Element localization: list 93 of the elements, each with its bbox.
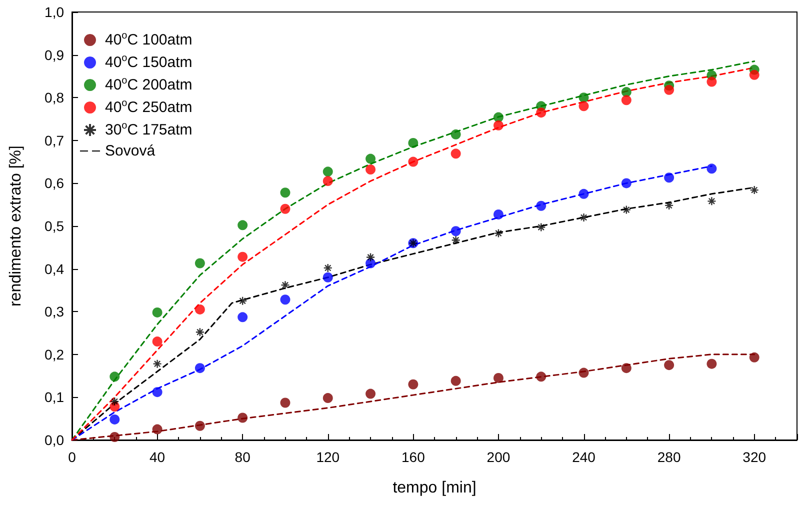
point xyxy=(578,368,589,378)
point xyxy=(366,388,376,399)
point xyxy=(706,76,717,87)
point xyxy=(536,372,546,382)
point xyxy=(578,92,589,103)
point xyxy=(238,220,248,230)
point xyxy=(194,304,205,314)
point xyxy=(408,138,418,148)
y-tick-label: 0,9 xyxy=(44,46,64,63)
y-tick-label: 0,3 xyxy=(44,304,64,320)
x-tick-label: 320 xyxy=(742,449,766,465)
x-tick-label: 160 xyxy=(401,449,426,465)
point xyxy=(152,336,162,347)
x-tick-label: 120 xyxy=(316,449,340,465)
point xyxy=(450,129,461,140)
point xyxy=(194,258,205,268)
point xyxy=(322,166,333,177)
point xyxy=(408,379,418,390)
legend-label: Sovová xyxy=(105,142,156,160)
point xyxy=(238,296,248,306)
point xyxy=(579,212,588,222)
point xyxy=(664,360,674,370)
point xyxy=(238,412,248,423)
x-tick-label: 40 xyxy=(150,449,166,465)
point xyxy=(366,252,376,262)
point xyxy=(152,387,162,398)
y-tick-label: 0,7 xyxy=(44,132,64,148)
point xyxy=(152,424,162,434)
point xyxy=(152,359,162,368)
point xyxy=(280,398,290,408)
y-tick-label: 1,0 xyxy=(44,4,64,20)
point xyxy=(194,420,205,431)
point xyxy=(664,172,674,183)
y-tick-label: 0,5 xyxy=(44,218,64,234)
point xyxy=(366,164,376,174)
x-tick-label: 80 xyxy=(234,449,251,465)
point xyxy=(621,95,632,106)
x-tick-label: 0 xyxy=(68,449,76,465)
point xyxy=(322,176,333,186)
point xyxy=(322,393,333,404)
y-tick-label: 0,0 xyxy=(44,432,64,448)
point xyxy=(450,148,461,159)
point xyxy=(195,328,205,337)
x-tick-label: 240 xyxy=(572,449,596,465)
point xyxy=(707,196,716,206)
point xyxy=(621,87,632,98)
point xyxy=(110,432,120,442)
point xyxy=(408,156,418,167)
point xyxy=(536,108,546,118)
y-tick-label: 0,1 xyxy=(44,389,64,406)
point xyxy=(450,376,461,386)
point xyxy=(152,307,162,318)
point xyxy=(194,363,205,374)
point xyxy=(280,294,290,305)
point xyxy=(493,209,504,220)
point xyxy=(323,263,332,273)
point xyxy=(664,200,674,210)
y-tick-label: 0,6 xyxy=(44,175,64,192)
y-tick-label: 0,4 xyxy=(44,260,64,277)
point xyxy=(280,280,290,290)
point xyxy=(110,396,120,406)
x-tick-label: 280 xyxy=(657,449,681,465)
point xyxy=(280,188,290,198)
point xyxy=(110,372,120,382)
x-axis-title: tempo [min] xyxy=(392,480,476,496)
point xyxy=(749,352,760,362)
y-tick-label: 0,8 xyxy=(44,90,64,106)
point xyxy=(493,120,504,130)
point xyxy=(621,178,632,188)
point xyxy=(536,200,546,211)
point xyxy=(280,204,290,214)
point xyxy=(493,372,504,383)
point xyxy=(110,414,120,424)
point xyxy=(451,236,460,245)
x-tick-label: 200 xyxy=(486,449,510,465)
y-axis-title: rendimento extrato [%] xyxy=(8,146,24,306)
point xyxy=(706,164,717,174)
point xyxy=(578,101,589,112)
point xyxy=(238,252,248,262)
point xyxy=(621,363,632,374)
point xyxy=(494,228,504,238)
point xyxy=(238,312,248,322)
point xyxy=(322,272,333,282)
point xyxy=(749,70,760,80)
point xyxy=(750,185,759,195)
y-tick-label: 0,2 xyxy=(44,346,64,362)
point xyxy=(578,188,589,199)
point xyxy=(450,226,461,236)
point xyxy=(706,358,717,369)
point xyxy=(536,222,546,232)
point xyxy=(366,154,376,164)
point xyxy=(622,205,632,214)
point xyxy=(664,84,674,95)
